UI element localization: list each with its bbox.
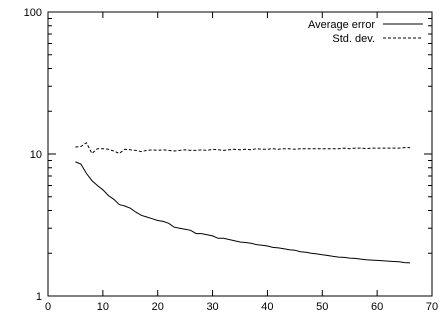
x-tick-label: 70 <box>426 301 438 313</box>
series-line-average-error <box>75 161 411 264</box>
x-tick-label: 50 <box>316 301 328 313</box>
x-tick-label: 20 <box>152 301 164 313</box>
y-tick-label: 10 <box>30 149 42 161</box>
y-tick-label: 100 <box>24 7 42 19</box>
legend-label: Std. dev. <box>332 33 375 45</box>
x-tick-label: 30 <box>206 301 218 313</box>
series-line-std-dev <box>75 142 411 155</box>
x-tick-label: 10 <box>97 301 109 313</box>
x-tick-label: 40 <box>261 301 273 313</box>
x-tick-label: 0 <box>45 301 51 313</box>
x-tick-label: 60 <box>371 301 383 313</box>
legend: Average error Std. dev. <box>308 19 423 45</box>
x-axis-ticks: 0 10 20 30 40 50 60 70 <box>45 12 438 313</box>
plot-frame <box>47 11 433 297</box>
series-layer <box>75 142 411 264</box>
y-axis-ticks: 1 10 100 <box>24 7 432 303</box>
y-tick-label: 1 <box>36 291 42 303</box>
axes <box>47 11 433 297</box>
legend-label: Average error <box>308 19 375 31</box>
